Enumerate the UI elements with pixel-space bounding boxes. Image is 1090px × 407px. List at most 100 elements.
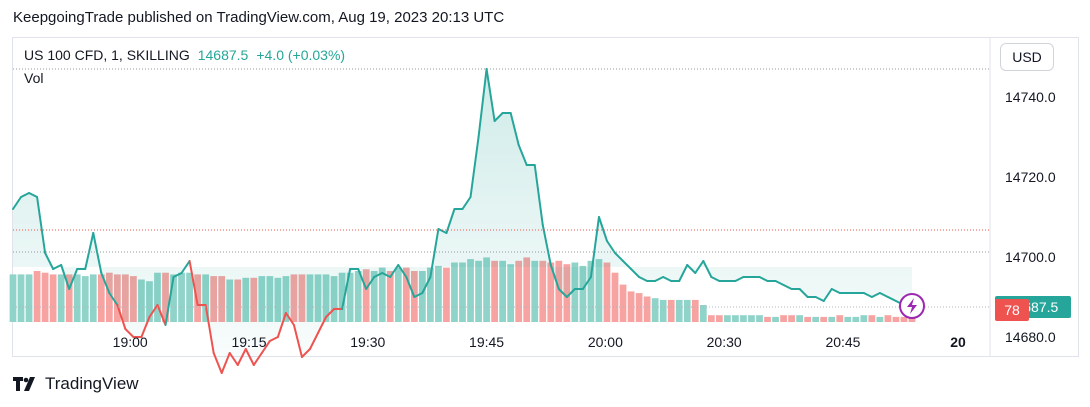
volume-bar xyxy=(386,271,394,322)
price-line-segment xyxy=(421,276,432,294)
volume-bar xyxy=(619,284,627,322)
price-line-segment xyxy=(878,292,889,298)
currency-button[interactable]: USD xyxy=(1000,43,1054,71)
x-tick-label: 19:15 xyxy=(231,334,266,350)
volume-bar xyxy=(836,315,844,322)
tradingview-footer[interactable]: TradingView xyxy=(13,374,139,394)
price-line-segment xyxy=(493,112,504,122)
price-line-segment xyxy=(180,260,191,274)
volume-bar xyxy=(764,316,771,322)
volume-bar xyxy=(547,262,555,322)
x-tick-label: 19:45 xyxy=(469,334,504,350)
price-line-segment xyxy=(509,112,520,146)
volume-bar xyxy=(178,272,185,322)
price-line-segment xyxy=(172,272,183,278)
price-line-segment xyxy=(654,276,665,282)
price-line-segment xyxy=(445,208,456,234)
volume-bar xyxy=(732,315,739,322)
volume-bar xyxy=(57,274,65,322)
volume-bar xyxy=(418,271,426,322)
price-line-segment xyxy=(405,276,416,298)
volume-bar xyxy=(603,262,611,322)
volume-bar xyxy=(844,316,852,322)
x-tick-label: 19:30 xyxy=(350,334,385,350)
price-line-segment xyxy=(357,268,368,290)
price-line-segment xyxy=(517,144,528,166)
volume-bar xyxy=(49,274,57,322)
volume-bar xyxy=(611,272,619,322)
price-line-segment xyxy=(822,288,833,302)
volume-bar xyxy=(820,316,828,322)
price-line-segment xyxy=(622,260,633,270)
volume-bar xyxy=(796,315,803,322)
volume-bar xyxy=(435,265,442,322)
volume-bar xyxy=(587,260,595,322)
y-tick-label: 14700.0 xyxy=(1005,249,1056,265)
chart-legend: US 100 CFD, 1, SKILLING 14687.5 +4.0 (+0… xyxy=(24,47,345,63)
price-line-segment xyxy=(140,316,151,338)
price-area-fill xyxy=(13,69,912,373)
price-line-segment xyxy=(124,328,135,338)
volume-bar xyxy=(443,267,450,322)
price-line-segment xyxy=(589,216,600,278)
price-line-segment xyxy=(862,292,873,298)
volume-bar xyxy=(9,274,17,322)
lightning-bolt-icon xyxy=(907,298,917,314)
volume-bar xyxy=(170,274,177,322)
volume-bar xyxy=(804,316,812,322)
price-line-segment xyxy=(774,280,785,286)
price-line-segment xyxy=(485,68,496,122)
price-line-segment xyxy=(308,332,320,350)
volume-bar xyxy=(378,267,386,322)
volume-bar xyxy=(595,259,603,322)
volume-bar xyxy=(370,271,378,322)
price-line-segment xyxy=(292,324,303,358)
y-tick-label: 14720.0 xyxy=(1005,169,1056,185)
volume-bar xyxy=(659,299,667,322)
price-line-segment xyxy=(300,348,311,358)
volume-bar xyxy=(491,260,498,322)
price-line-segment xyxy=(381,272,392,278)
tradingview-logo-icon xyxy=(13,377,35,391)
volume-bar xyxy=(828,316,836,322)
volume-bar xyxy=(780,315,787,322)
volume-bar xyxy=(451,262,458,322)
volume-bar xyxy=(362,269,370,322)
y-tick-label: 14680.0 xyxy=(1005,329,1056,345)
price-line-segment xyxy=(84,232,95,270)
price-line-segment xyxy=(164,276,175,326)
price-line-segment xyxy=(100,272,111,294)
price-line-segment xyxy=(156,304,167,326)
volume-bar xyxy=(499,260,507,322)
x-tick-label: 19:00 xyxy=(113,334,148,350)
volume-bar xyxy=(860,315,868,322)
price-line-segment xyxy=(630,268,641,278)
price-line-segment xyxy=(68,268,79,290)
volume-bar xyxy=(675,299,683,322)
volume-bar xyxy=(25,274,33,322)
price-line-segment xyxy=(614,252,625,262)
volume-bar xyxy=(579,265,587,322)
price-line-segment xyxy=(341,268,352,310)
volume-bar xyxy=(876,316,884,322)
price-line-segment xyxy=(557,288,568,298)
volume-bar xyxy=(33,271,41,322)
volume-bar xyxy=(41,272,49,322)
price-line-segment xyxy=(284,312,295,326)
volume-bar xyxy=(643,296,651,322)
volume-bar xyxy=(354,271,362,322)
volume-bar xyxy=(105,272,113,322)
price-line-segment xyxy=(276,312,287,338)
price-line-segment xyxy=(52,264,63,270)
price-line-segment xyxy=(477,68,488,138)
volume-label: Vol xyxy=(24,70,44,86)
volume-bar xyxy=(707,315,715,322)
price-line-segment xyxy=(108,292,119,306)
volume-bar xyxy=(507,264,515,322)
volume-bar xyxy=(427,267,434,322)
volume-bar xyxy=(467,259,474,322)
volume-bar xyxy=(788,315,795,322)
price-line-segment xyxy=(212,352,223,374)
price-line-segment xyxy=(694,260,705,274)
